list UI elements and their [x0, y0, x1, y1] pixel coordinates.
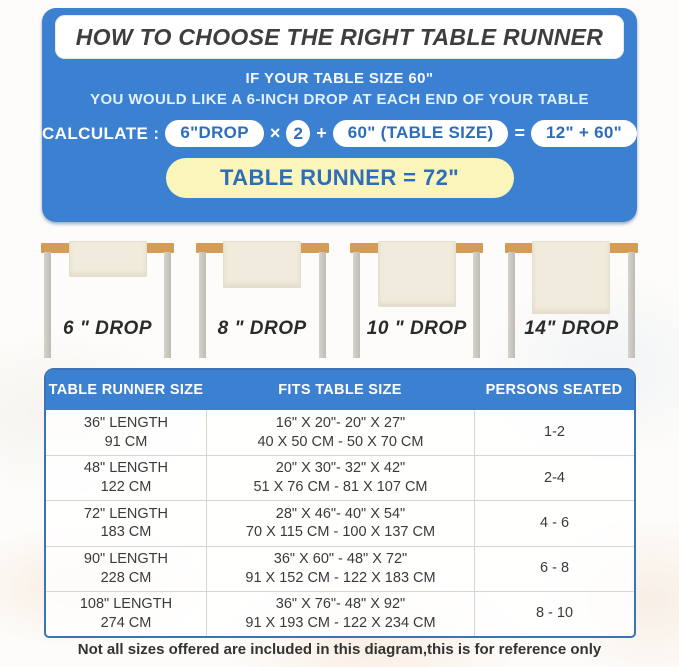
drop-figure-10in: 10 " DROP — [350, 238, 484, 360]
runner-graphic — [223, 241, 302, 288]
table-row: 48" LENGTH 122 CM 20" X 30"- 32" X 42" 5… — [46, 455, 634, 501]
runner-graphic — [377, 241, 456, 307]
calculate-label: CALCULATE : — [42, 123, 160, 143]
drop-label: 10 " DROP — [366, 318, 467, 339]
table-size-pill: 60" (TABLE SIZE) — [332, 120, 509, 147]
times-sign: × — [269, 123, 281, 143]
runner-size-cell: 108" LENGTH 274 CM — [79, 596, 173, 631]
runner-size-cell: 36" LENGTH 91 CM — [83, 414, 169, 450]
column-header-fits-size: FITS TABLE SIZE — [278, 382, 402, 398]
table-row: 36" LENGTH 91 CM 16" X 20"- 20" X 27" 40… — [46, 410, 634, 456]
table-leg-graphic — [507, 252, 515, 358]
drop-pill: 6"DROP — [165, 120, 264, 147]
drop-illustrations: 6 " DROP 8 " DROP 10 " DROP 14" DROP — [41, 238, 638, 360]
subtitle-line-2: YOU WOULD LIKE A 6-INCH DROP AT EACH END… — [90, 91, 589, 108]
runner-size-cell: 90" LENGTH 228 CM — [83, 550, 169, 586]
hero-panel: HOW TO CHOOSE THE RIGHT TABLE RUNNER IF … — [42, 8, 637, 222]
table-header-row: TABLE RUNNER SIZE FITS TABLE SIZE PERSON… — [46, 370, 634, 410]
plus-sign: + — [316, 123, 327, 143]
drop-label: 8 " DROP — [217, 318, 307, 339]
multiplier-badge: 2 — [286, 120, 311, 147]
disclaimer-note: Not all sizes offered are included in th… — [77, 641, 602, 658]
drop-label: 6 " DROP — [62, 318, 153, 339]
title-banner: HOW TO CHOOSE THE RIGHT TABLE RUNNER — [55, 15, 624, 59]
table-leg-graphic — [44, 252, 51, 358]
drop-label: 14" DROP — [524, 318, 619, 339]
fits-size-cell: 16" X 20"- 20" X 27" 40 X 50 CM - 50 X 7… — [205, 410, 474, 456]
equals-sign: = — [514, 123, 525, 143]
table-leg-graphic — [318, 252, 326, 358]
fits-size-cell: 20" X 30"- 32" X 42" 51 X 76 CM - 81 X 1… — [205, 456, 474, 501]
persons-cell: 1-2 — [474, 410, 634, 456]
table-row: 72" LENGTH 183 CM 28" X 46"- 40" X 54" 7… — [46, 500, 634, 546]
column-header-runner-size: TABLE RUNNER SIZE — [48, 382, 204, 398]
drop-figure-14in: 14" DROP — [504, 238, 638, 360]
column-header-persons: PERSONS SEATED — [485, 382, 623, 398]
sum-pill: 12" + 60" — [530, 120, 637, 147]
size-reference-table: TABLE RUNNER SIZE FITS TABLE SIZE PERSON… — [44, 368, 636, 638]
fits-size-cell: 36" X 60" - 48" X 72" 91 X 152 CM - 122 … — [205, 546, 474, 591]
drop-figure-8in: 8 " DROP — [195, 238, 329, 360]
runner-graphic — [68, 241, 147, 277]
persons-cell: 2-4 — [474, 456, 634, 501]
fits-size-cell: 36" X 76"- 48" X 92" 91 X 193 CM - 122 X… — [205, 591, 474, 636]
table-row: 90" LENGTH 228 CM 36" X 60" - 48" X 72" … — [46, 545, 634, 591]
table-leg-graphic — [473, 252, 481, 358]
calculation-formula: CALCULATE : 6"DROP × 2 + 60" (TABLE SIZE… — [42, 120, 637, 147]
table-leg-graphic — [164, 252, 171, 358]
page-title: HOW TO CHOOSE THE RIGHT TABLE RUNNER — [75, 23, 604, 50]
runner-result-pill: TABLE RUNNER = 72" — [165, 158, 514, 198]
runner-size-cell: 48" LENGTH 122 CM — [83, 460, 169, 496]
table-leg-graphic — [198, 252, 206, 358]
runner-graphic — [532, 241, 611, 314]
drop-figure-6in: 6 " DROP — [41, 238, 174, 360]
table-leg-graphic — [627, 252, 635, 358]
persons-cell: 4 - 6 — [474, 501, 634, 546]
fits-size-cell: 28" X 46"- 40" X 54" 70 X 115 CM - 100 X… — [205, 501, 474, 546]
table-row: 108" LENGTH 274 CM 36" X 76"- 48" X 92" … — [46, 590, 634, 636]
subtitle-line-1: IF YOUR TABLE SIZE 60" — [245, 70, 434, 87]
runner-size-cell: 72" LENGTH 183 CM — [83, 505, 169, 541]
persons-cell: 8 - 10 — [474, 591, 634, 636]
table-leg-graphic — [353, 252, 361, 358]
persons-cell: 6 - 8 — [474, 546, 634, 591]
